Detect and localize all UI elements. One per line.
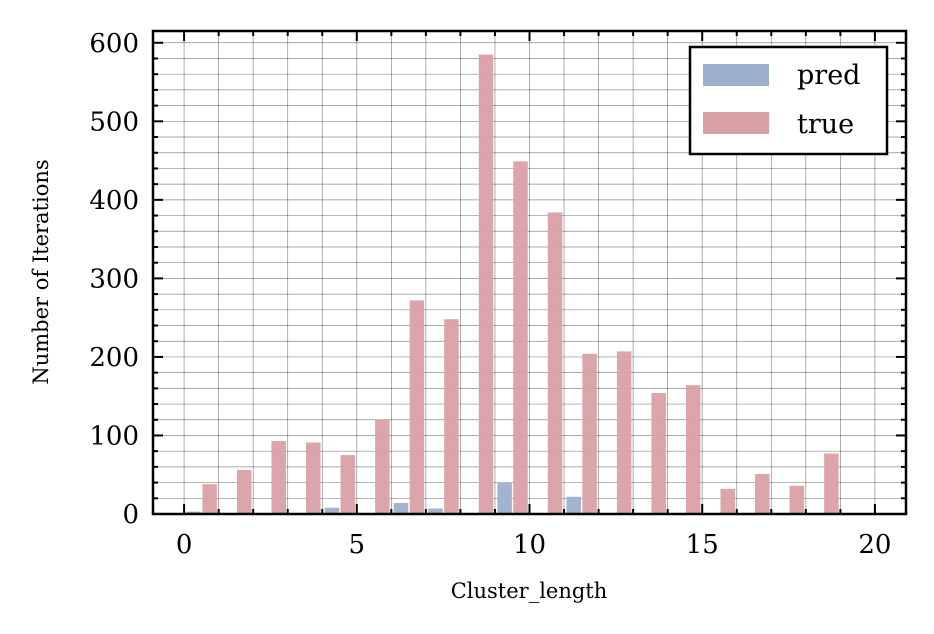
bar-true-19 <box>824 453 839 514</box>
bar-true-8 <box>444 319 459 514</box>
bar-true-4 <box>306 442 321 514</box>
y-tick-label: 200 <box>89 343 139 373</box>
y-tick-label: 600 <box>89 29 139 59</box>
x-tick-label: 0 <box>176 530 193 560</box>
bar-true-9 <box>478 54 494 514</box>
bar-true-12 <box>582 353 597 514</box>
bars <box>186 54 839 515</box>
x-tick-label: 10 <box>513 530 546 560</box>
bar-true-6 <box>375 419 390 514</box>
bar-true-16 <box>720 488 736 514</box>
y-tick-label: 500 <box>89 107 139 137</box>
x-tick-label: 20 <box>858 530 891 560</box>
bar-true-13 <box>616 351 632 514</box>
bar-true-5 <box>340 455 356 514</box>
y-axis-label: Number of Iterations <box>29 159 53 384</box>
bar-true-15 <box>685 385 701 514</box>
bar-pred-12 <box>566 496 581 514</box>
x-tick-label: 5 <box>349 530 366 560</box>
bar-pred-7 <box>393 503 409 514</box>
legend-label-true: true <box>797 109 854 140</box>
bar-true-14 <box>651 393 666 514</box>
plot-frame <box>151 29 908 516</box>
x-tick-label: 15 <box>686 530 719 560</box>
legend: pred true <box>688 45 889 156</box>
y-tick-label: 300 <box>89 264 139 294</box>
bar-true-11 <box>547 212 563 515</box>
legend-swatch-true <box>703 112 769 134</box>
x-axis-label: Cluster_length <box>451 579 608 603</box>
y-tick-label: 400 <box>89 186 139 216</box>
bar-true-10 <box>513 161 528 514</box>
y-tick-label: 100 <box>89 421 139 451</box>
legend-swatch-pred <box>703 64 769 86</box>
legend-label-pred: pred <box>797 60 860 91</box>
bar-true-17 <box>755 473 770 514</box>
y-tick-label: 0 <box>122 500 139 530</box>
bar-true-18 <box>789 485 805 514</box>
bar-pred-8 <box>428 508 443 514</box>
bar-true-1 <box>202 484 217 514</box>
bar-true-7 <box>409 300 425 514</box>
bar-pred-5 <box>324 507 340 514</box>
bar-pred-10 <box>497 482 512 514</box>
bar-true-3 <box>271 440 286 514</box>
bar-true-2 <box>236 470 252 514</box>
